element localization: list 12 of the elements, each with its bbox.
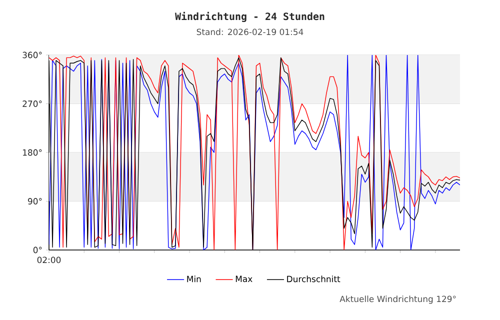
y-tick-label: 90°	[28, 198, 42, 204]
y-tick-label: 180°	[23, 149, 42, 156]
legend-label: Durchschnitt	[287, 276, 340, 282]
y-tick-label: 270°	[22, 100, 42, 107]
chart-subtitle: Stand: 2026-02-19 01:54	[196, 28, 304, 36]
legend-label: Min	[187, 276, 201, 282]
y-tick-label: 0°	[33, 246, 42, 254]
chart-title: Windrichtung - 24 Stunden	[175, 12, 324, 22]
text: 02:00	[37, 256, 61, 264]
y-tick-label: 360°	[22, 52, 42, 58]
legend-label: Max	[236, 276, 252, 282]
text: Aktuelle Windrichtung 129°	[340, 296, 456, 304]
